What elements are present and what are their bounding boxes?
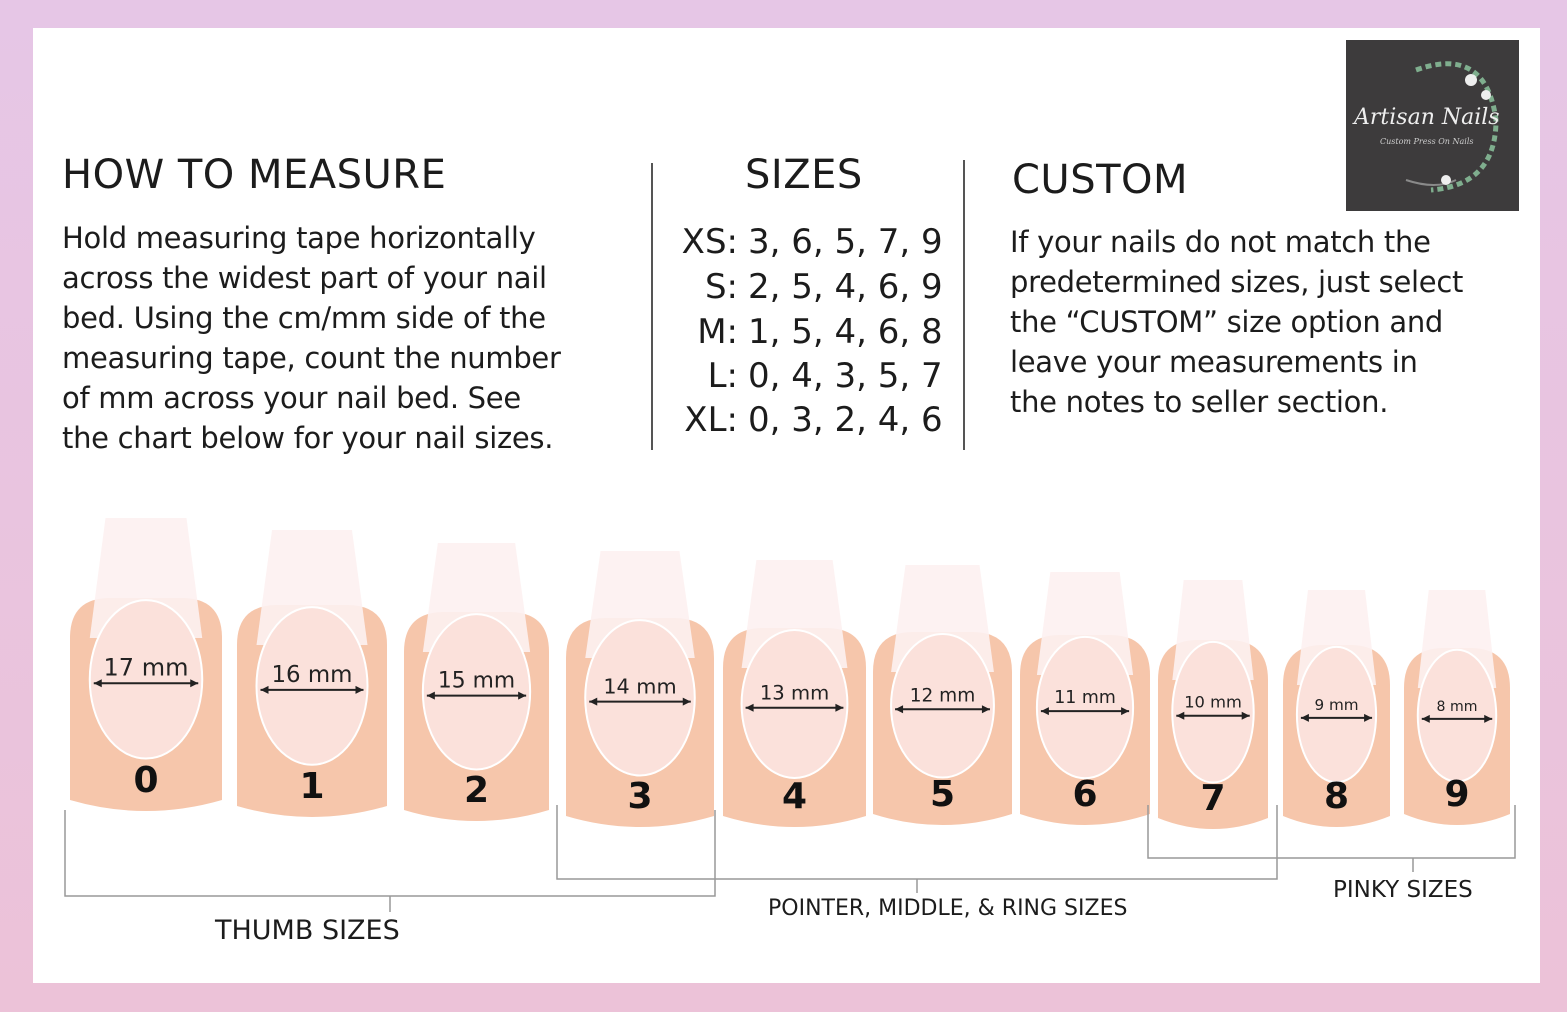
nail-bed xyxy=(255,606,369,766)
nail-number: 1 xyxy=(299,766,324,807)
text-line: bed. Using the cm/mm side of the xyxy=(62,301,546,335)
thumb-sizes-label: THUMB SIZES xyxy=(215,915,400,946)
text-line: If your nails do not match the xyxy=(1010,225,1431,259)
nail-width-label: 14 mm xyxy=(603,675,676,699)
arrow-head-icon xyxy=(1421,714,1493,723)
nail-bed xyxy=(740,629,849,779)
size-values: 1, 5, 4, 6, 8 xyxy=(748,312,943,352)
pointer-bracket xyxy=(556,805,1278,893)
custom-text: If your nails do not match the predeterm… xyxy=(1010,222,1463,422)
size-key: XL: xyxy=(684,400,738,440)
nail-bed xyxy=(88,599,204,760)
nail-number: 8 xyxy=(1324,776,1349,817)
size-values: 3, 6, 5, 7, 9 xyxy=(748,222,943,262)
nail-tip xyxy=(89,518,203,638)
nail-number: 6 xyxy=(1072,774,1097,815)
divider xyxy=(651,163,653,450)
custom-title: CUSTOM xyxy=(1012,157,1189,203)
nail-2: 15 mm 2 xyxy=(404,543,549,821)
text-line: across the widest part of your nail xyxy=(62,261,547,295)
size-key: M: xyxy=(697,312,738,352)
svg-text:Artisan Nails: Artisan Nails xyxy=(1352,105,1500,130)
wreath-icon: Artisan Nails Custom Press On Nails xyxy=(1352,61,1500,193)
nail-bed xyxy=(584,619,696,777)
nail-3: 14 mm 3 xyxy=(566,551,714,827)
nail-number: 4 xyxy=(782,776,807,817)
sizes-title: SIZES xyxy=(745,152,863,198)
artisan-nails-logo: Artisan Nails Custom Press On Nails xyxy=(1346,40,1519,211)
pointer-sizes-label: POINTER, MIDDLE, & RING SIZES xyxy=(768,896,1128,921)
nail-width-label: 10 mm xyxy=(1184,693,1242,712)
size-row: XS: 3, 6, 5, 7, 9 xyxy=(648,222,943,262)
nail-number: 5 xyxy=(930,774,955,815)
size-row: M: 1, 5, 4, 6, 8 xyxy=(648,312,943,352)
text-line: leave your measurements in xyxy=(1010,345,1418,379)
nail-1: 16 mm 1 xyxy=(237,530,387,817)
size-row: XL: 0, 3, 2, 4, 6 xyxy=(648,400,943,440)
text-line: the notes to seller section. xyxy=(1010,385,1389,419)
nail-width-label: 12 mm xyxy=(910,685,975,706)
nail-bed xyxy=(1035,635,1135,780)
size-values: 2, 5, 4, 6, 9 xyxy=(748,267,943,307)
size-values: 0, 3, 2, 4, 6 xyxy=(748,400,943,440)
nail-bed xyxy=(1416,648,1498,783)
nail-7: 10 mm 7 xyxy=(1158,580,1268,829)
nail-number: 0 xyxy=(133,760,158,801)
nail-width-label: 16 mm xyxy=(271,662,352,688)
nail-width-label: 8 mm xyxy=(1437,699,1478,715)
nail-0: 17 mm 0 xyxy=(70,518,222,811)
size-row: L: 0, 4, 3, 5, 7 xyxy=(648,356,943,396)
arrow-head-icon xyxy=(1176,711,1250,720)
nail-bed xyxy=(1171,640,1255,784)
nail-width-label: 9 mm xyxy=(1314,696,1358,714)
nail-8: 9 mm 8 xyxy=(1283,590,1390,827)
nail-5: 12 mm 5 xyxy=(873,565,1012,825)
nail-number: 2 xyxy=(464,770,489,811)
pinky-sizes-label: PINKY SIZES xyxy=(1333,877,1473,903)
nail-width-label: 17 mm xyxy=(104,653,189,681)
nail-width-label: 11 mm xyxy=(1054,688,1116,708)
svg-text:Custom Press On Nails: Custom Press On Nails xyxy=(1380,137,1473,146)
nail-number: 3 xyxy=(627,776,652,817)
arrow-head-icon xyxy=(1300,713,1373,722)
how-to-measure-text: Hold measuring tape horizontally across … xyxy=(62,218,561,458)
size-key: L: xyxy=(707,356,738,396)
nail-4: 13 mm 4 xyxy=(723,560,866,827)
text-line: predetermined sizes, just select xyxy=(1010,265,1464,299)
nail-9: 8 mm 9 xyxy=(1404,590,1510,825)
size-values: 0, 4, 3, 5, 7 xyxy=(748,356,943,396)
nail-width-label: 13 mm xyxy=(760,682,829,705)
nail-number: 7 xyxy=(1200,778,1225,819)
text-line: Hold measuring tape horizontally xyxy=(62,221,536,255)
text-line: measuring tape, count the number xyxy=(62,341,561,375)
size-row: S: 2, 5, 4, 6, 9 xyxy=(648,267,943,307)
text-line: the “CUSTOM” size option and xyxy=(1010,305,1444,339)
divider xyxy=(963,160,965,450)
nail-bed xyxy=(421,613,532,771)
text-line: the chart below for your nail sizes. xyxy=(62,421,554,455)
nail-bed xyxy=(1295,645,1378,784)
size-key: XS: xyxy=(681,222,738,262)
nail-number: 9 xyxy=(1444,774,1469,815)
nail-bed xyxy=(890,632,995,779)
pinky-bracket xyxy=(1147,805,1516,872)
thumb-bracket xyxy=(64,810,716,912)
how-to-measure-title: HOW TO MEASURE xyxy=(62,152,447,198)
text-line: of mm across your nail bed. See xyxy=(62,381,521,415)
size-key: S: xyxy=(704,267,738,307)
nail-6: 11 mm 6 xyxy=(1020,572,1150,825)
nail-width-label: 15 mm xyxy=(438,669,515,694)
